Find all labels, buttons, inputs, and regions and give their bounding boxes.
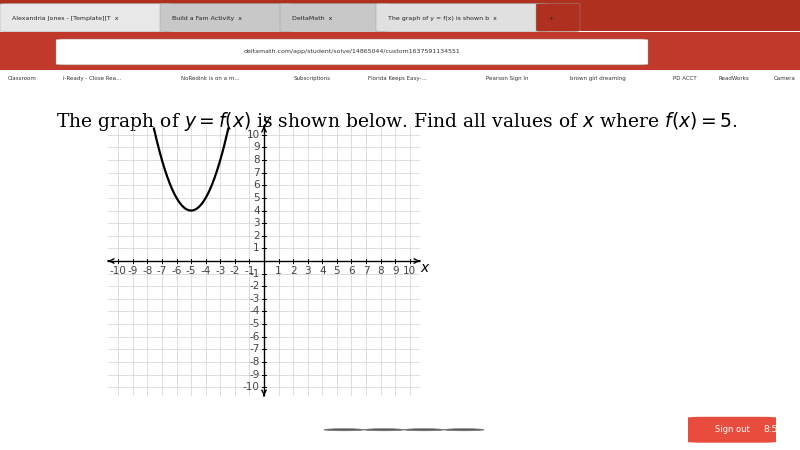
Text: -5: -5 bbox=[250, 319, 260, 329]
Text: -9: -9 bbox=[250, 369, 260, 379]
Text: The graph of y = f(x) is shown b  x: The graph of y = f(x) is shown b x bbox=[388, 16, 497, 21]
Text: 4: 4 bbox=[319, 266, 326, 276]
Circle shape bbox=[444, 429, 484, 431]
Text: 5: 5 bbox=[334, 266, 340, 276]
Text: 4: 4 bbox=[253, 206, 260, 216]
Text: -6: -6 bbox=[250, 332, 260, 342]
Text: y: y bbox=[262, 113, 271, 127]
Text: 0: 0 bbox=[8, 425, 15, 435]
Text: -9: -9 bbox=[127, 266, 138, 276]
Text: Subscriptions: Subscriptions bbox=[294, 76, 330, 81]
Text: NoRedink is on a m...: NoRedink is on a m... bbox=[181, 76, 239, 81]
FancyBboxPatch shape bbox=[688, 417, 776, 443]
Bar bbox=[0, 32, 800, 70]
FancyBboxPatch shape bbox=[0, 4, 172, 32]
Bar bbox=[0, 0, 800, 32]
Text: ReadWorks: ReadWorks bbox=[718, 76, 749, 81]
Text: Florida Keeps Easy-...: Florida Keeps Easy-... bbox=[368, 76, 426, 81]
Text: 6: 6 bbox=[253, 180, 260, 190]
Text: 9: 9 bbox=[392, 266, 398, 276]
Text: -7: -7 bbox=[250, 344, 260, 354]
Text: 7: 7 bbox=[253, 168, 260, 178]
Text: -8: -8 bbox=[250, 357, 260, 367]
Text: 8:50: 8:50 bbox=[764, 425, 784, 434]
Text: 1: 1 bbox=[253, 243, 260, 253]
Text: 10: 10 bbox=[246, 130, 260, 140]
Circle shape bbox=[364, 429, 404, 431]
Text: 3: 3 bbox=[305, 266, 311, 276]
Circle shape bbox=[324, 429, 364, 431]
Text: 8: 8 bbox=[253, 155, 260, 165]
Text: -2: -2 bbox=[250, 281, 260, 291]
FancyBboxPatch shape bbox=[536, 4, 580, 32]
Text: -4: -4 bbox=[201, 266, 211, 276]
Text: -7: -7 bbox=[157, 266, 167, 276]
Text: -1: -1 bbox=[250, 269, 260, 279]
Text: 2: 2 bbox=[253, 231, 260, 241]
Text: -5: -5 bbox=[186, 266, 196, 276]
Text: i-Ready - Close Rea...: i-Ready - Close Rea... bbox=[63, 76, 122, 81]
Text: Pearson Sign In: Pearson Sign In bbox=[486, 76, 528, 81]
Text: 2: 2 bbox=[290, 266, 297, 276]
Text: The graph of $y = f(x)$ is shown below. Find all values of $x$ where $f(x) = 5$.: The graph of $y = f(x)$ is shown below. … bbox=[56, 110, 738, 133]
Text: 6: 6 bbox=[348, 266, 354, 276]
Text: PD ACCT: PD ACCT bbox=[673, 76, 697, 81]
Text: 7: 7 bbox=[362, 266, 370, 276]
FancyBboxPatch shape bbox=[160, 4, 292, 32]
Text: Build a Fam Activity  x: Build a Fam Activity x bbox=[172, 16, 242, 21]
Text: Sign out: Sign out bbox=[714, 425, 750, 434]
FancyBboxPatch shape bbox=[376, 4, 548, 32]
Text: 8: 8 bbox=[378, 266, 384, 276]
Text: 10: 10 bbox=[403, 266, 416, 276]
Text: -2: -2 bbox=[230, 266, 240, 276]
Bar bbox=[32, 88, 600, 410]
FancyBboxPatch shape bbox=[280, 4, 388, 32]
Text: 5: 5 bbox=[253, 193, 260, 203]
Text: +: + bbox=[548, 16, 554, 21]
Text: -4: -4 bbox=[250, 306, 260, 316]
Text: -1: -1 bbox=[244, 266, 254, 276]
FancyBboxPatch shape bbox=[56, 39, 648, 65]
Text: -10: -10 bbox=[242, 382, 260, 392]
Text: 9: 9 bbox=[253, 143, 260, 153]
Circle shape bbox=[404, 429, 444, 431]
Text: deltamath.com/app/student/solve/14865044/custom1637591134551: deltamath.com/app/student/solve/14865044… bbox=[244, 49, 460, 54]
Text: x: x bbox=[421, 261, 429, 275]
Text: Alexandria Jones - [Template][T  x: Alexandria Jones - [Template][T x bbox=[12, 16, 118, 21]
Text: -8: -8 bbox=[142, 266, 153, 276]
Text: brown girl dreaming: brown girl dreaming bbox=[570, 76, 626, 81]
Text: Classroom: Classroom bbox=[8, 76, 37, 81]
Text: DeltaMath  x: DeltaMath x bbox=[292, 16, 332, 21]
Text: Camera: Camera bbox=[774, 76, 795, 81]
Text: -3: -3 bbox=[215, 266, 226, 276]
Text: 1: 1 bbox=[275, 266, 282, 276]
Text: -10: -10 bbox=[110, 266, 126, 276]
Text: 3: 3 bbox=[253, 218, 260, 228]
Text: -3: -3 bbox=[250, 294, 260, 304]
Text: -6: -6 bbox=[171, 266, 182, 276]
